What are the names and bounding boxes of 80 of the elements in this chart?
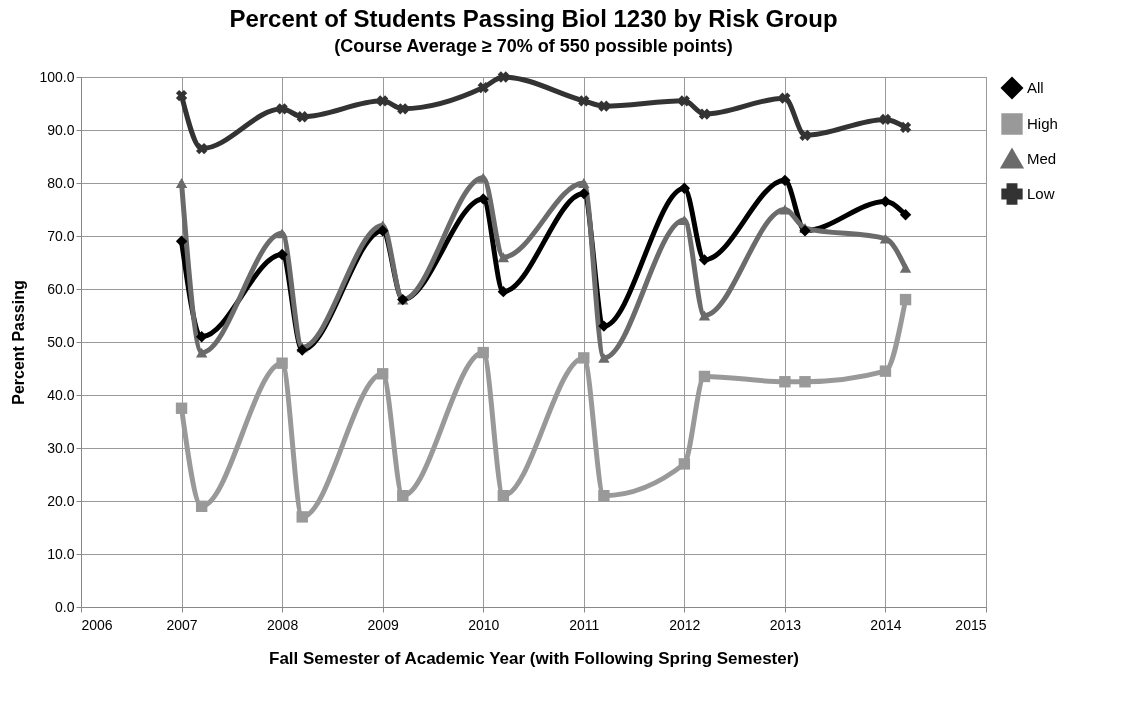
point — [779, 174, 791, 187]
point — [879, 113, 892, 126]
legend-label: Low — [1027, 185, 1055, 202]
point — [578, 95, 590, 107]
point — [578, 178, 590, 188]
point — [397, 103, 409, 115]
y-tick-label: 90.0 — [47, 121, 75, 138]
point — [276, 357, 288, 369]
y-tick-label: 30.0 — [47, 439, 75, 456]
point — [598, 352, 610, 363]
point — [899, 262, 912, 273]
x-axis-title: Fall Semester of Academic Year (with Following Spring Semester) — [269, 648, 799, 668]
y-tick-label: 50.0 — [47, 333, 75, 350]
point — [477, 172, 489, 183]
point — [175, 235, 188, 247]
x-tick-label: 2008 — [267, 616, 299, 633]
point — [296, 111, 308, 123]
y-tick-label: 100.0 — [39, 68, 75, 85]
point — [899, 293, 912, 306]
point — [377, 95, 389, 107]
point — [879, 365, 892, 377]
point — [195, 347, 208, 358]
x-tick-label: 2015 — [955, 616, 987, 633]
x-tick-label: 2010 — [468, 616, 500, 633]
point — [578, 352, 590, 364]
point — [578, 187, 590, 200]
point — [698, 108, 711, 120]
point — [175, 89, 188, 102]
point — [799, 225, 811, 237]
point — [497, 490, 510, 502]
x-tick-label: 2011 — [569, 616, 600, 633]
x-tick-label: 2014 — [870, 616, 902, 633]
point — [678, 95, 690, 107]
point — [899, 209, 912, 221]
y-tick-label: 60.0 — [47, 280, 75, 297]
x-tick-label: 2006 — [81, 616, 113, 633]
point — [678, 458, 691, 470]
point — [497, 252, 510, 263]
point — [598, 490, 610, 502]
y-tick-label: 80.0 — [47, 174, 75, 191]
y-tick-label: 70.0 — [47, 227, 75, 244]
x-tick-label: 2009 — [367, 616, 399, 633]
point — [276, 228, 288, 239]
point — [799, 129, 811, 141]
x-tick-label: 2012 — [669, 616, 701, 633]
point — [678, 215, 691, 226]
point — [477, 193, 489, 205]
point — [678, 182, 691, 194]
point — [376, 368, 389, 380]
legend-label: High — [1027, 115, 1058, 132]
point — [598, 320, 610, 332]
y-tick-label: 0.0 — [55, 598, 75, 615]
point — [779, 92, 791, 104]
legend-label: All — [1027, 79, 1044, 96]
point — [477, 81, 489, 94]
point — [195, 500, 208, 512]
point — [799, 376, 811, 388]
chart-subtitle: (Course Average ≥ 70% of 550 possible points) — [334, 36, 733, 56]
point — [196, 142, 208, 155]
point — [276, 103, 288, 115]
y-tick-label: 40.0 — [47, 386, 75, 403]
x-tick-label: 2013 — [769, 616, 802, 633]
chart-title: Percent of Students Passing Biol 1230 by Risk Group — [229, 5, 838, 32]
point — [497, 71, 509, 83]
point — [899, 121, 912, 133]
point — [397, 490, 409, 502]
point — [376, 225, 389, 237]
point — [175, 402, 188, 414]
legend-label: Med — [1027, 150, 1057, 167]
point — [296, 511, 308, 523]
point — [175, 178, 188, 188]
point — [779, 376, 791, 388]
y-tick-label: 20.0 — [47, 492, 75, 509]
point — [698, 310, 711, 321]
x-tick-label: 2007 — [166, 616, 198, 633]
y-axis-title: Percent Passing — [10, 280, 28, 405]
y-tick-label: 10.0 — [47, 545, 75, 562]
point — [477, 346, 489, 359]
point — [598, 100, 610, 112]
point — [698, 370, 711, 383]
